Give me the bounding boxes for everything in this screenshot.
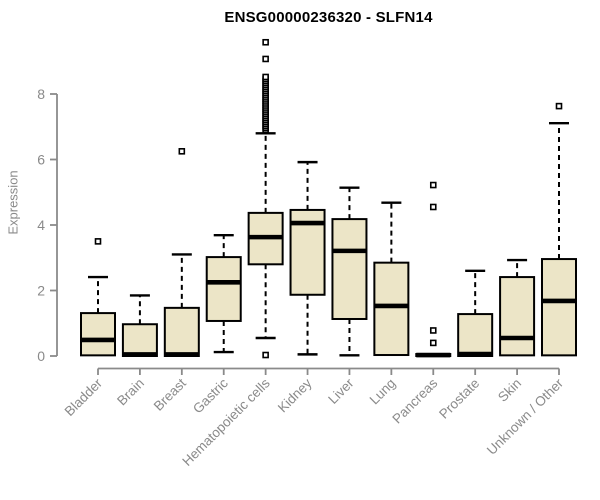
outlier-point [262, 38, 269, 46]
box-bladder [80, 238, 116, 357]
box-lung [373, 201, 410, 357]
iqr-box [163, 306, 200, 358]
y-tick-label-4: 4 [37, 217, 45, 233]
outlier-point [262, 351, 269, 359]
outlier-point [429, 181, 437, 189]
outlier-point [429, 203, 437, 211]
iqr-box [540, 258, 577, 357]
outlier-point [262, 73, 269, 81]
x-tick-label-pancreas: Pancreas [389, 375, 440, 426]
box-prostate [457, 269, 494, 357]
outlier-point [262, 55, 269, 63]
x-tick-label-brain: Brain [114, 376, 147, 409]
x-tick-label-prostate: Prostate [436, 376, 482, 422]
x-tick-label-unknown-other: Unknown / Other [484, 375, 567, 458]
iqr-box [457, 313, 494, 357]
box-brain [121, 294, 158, 358]
box-liver [331, 186, 368, 357]
chart-title: ENSG00000236320 - SLFN14 [224, 9, 433, 26]
x-tick-label-breast: Breast [151, 375, 189, 413]
iqr-box [331, 218, 368, 320]
box-skin [499, 258, 536, 357]
box-unknown-other [540, 102, 577, 357]
iqr-box [205, 256, 242, 322]
box-gastric [205, 233, 242, 354]
x-tick-label-lung: Lung [367, 376, 399, 408]
outlier-point [178, 148, 186, 155]
x-tick-label-liver: Liver [325, 375, 357, 407]
x-tick-label-kidney: Kidney [275, 375, 315, 415]
box-breast [163, 148, 200, 358]
iqr-box [373, 261, 410, 357]
y-tick-label-2: 2 [37, 283, 45, 299]
x-tick-label-skin: Skin [495, 376, 524, 405]
x-tick-label-gastric: Gastric [190, 375, 231, 416]
iqr-box [121, 323, 158, 358]
y-tick-label-8: 8 [37, 86, 45, 102]
outlier-point [555, 102, 563, 110]
box-kidney [289, 160, 326, 356]
box-hematopoietic-cells [247, 38, 284, 359]
y-tick-label-0: 0 [37, 348, 45, 364]
iqr-box [80, 312, 116, 357]
outlier-point [429, 327, 437, 334]
iqr-box [499, 276, 536, 357]
outlier-point [429, 339, 437, 347]
x-tick-label-bladder: Bladder [62, 375, 106, 419]
box-pancreas [415, 181, 452, 358]
y-tick-label-6: 6 [37, 152, 45, 168]
outlier-point [94, 238, 102, 245]
